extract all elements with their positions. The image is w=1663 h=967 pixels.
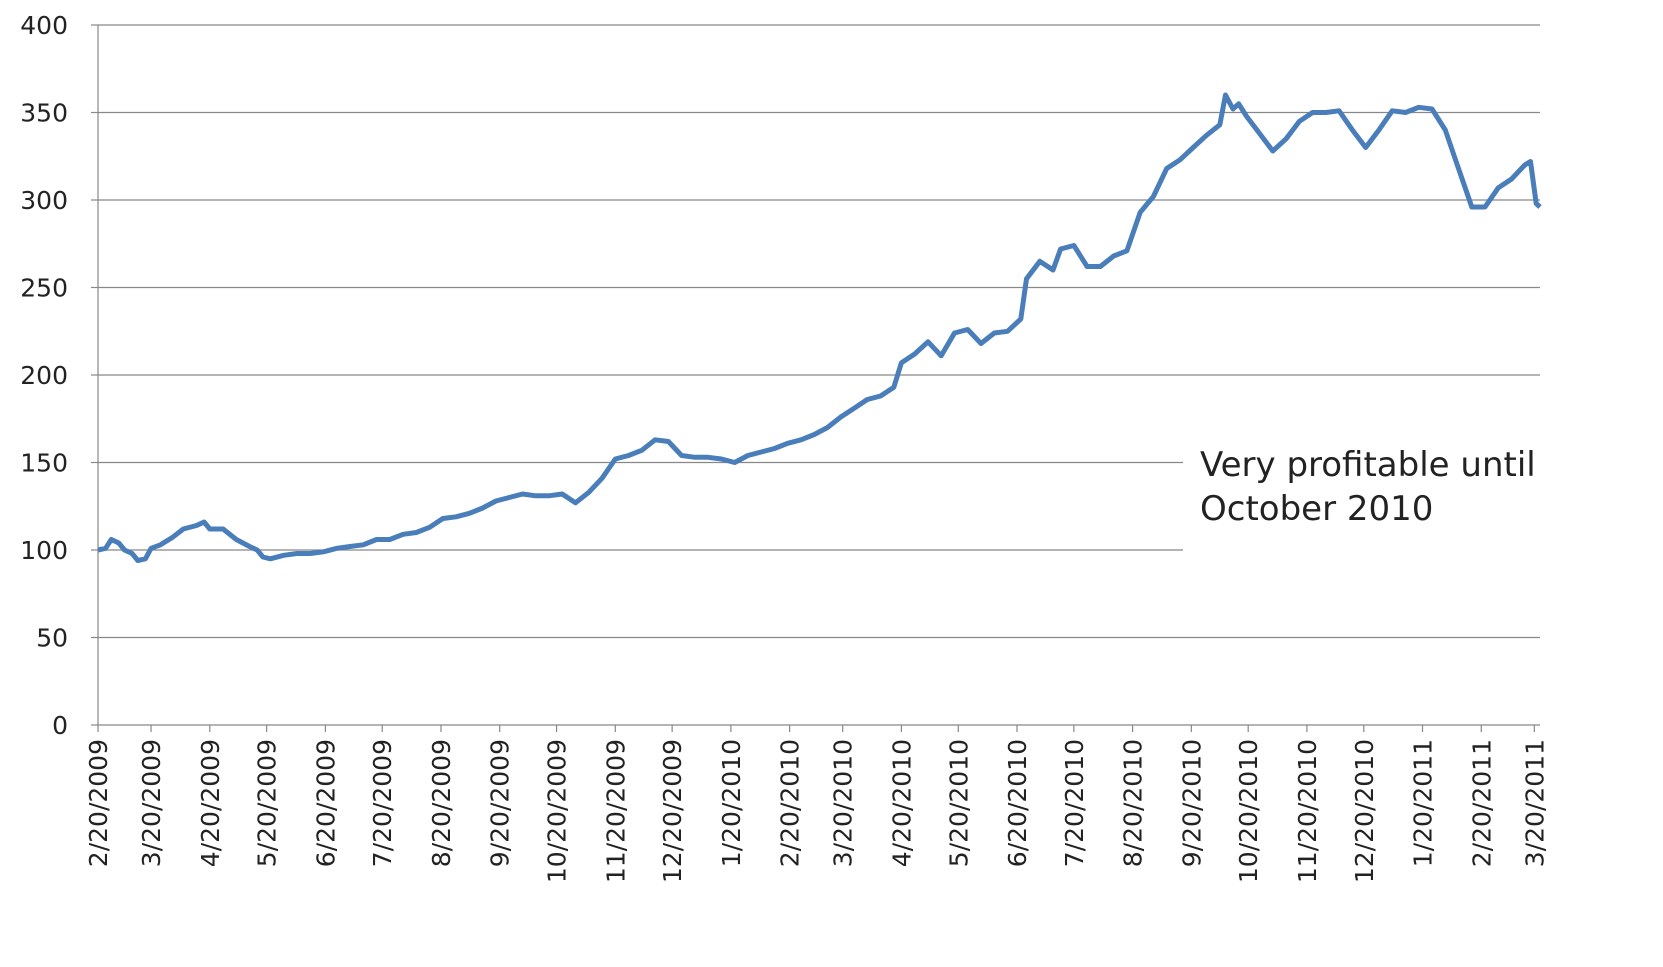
annotation-box [1183,436,1603,552]
y-tick-label: 400 [20,11,68,40]
x-tick-label: 1/20/2010 [717,739,746,867]
annotation: October 2010 [1200,489,1433,529]
x-tick-label: 5/20/2010 [944,739,973,867]
x-tick-label: 12/20/2009 [658,739,687,883]
x-tick-label: 6/20/2010 [1003,739,1032,867]
y-tick-label: 0 [52,711,68,740]
x-tick-label: 3/20/2009 [137,739,166,867]
x-tick-label: 3/20/2011 [1520,739,1549,867]
x-tick-label: 7/20/2010 [1060,739,1089,867]
x-tick-label: 6/20/2009 [311,739,340,867]
x-tick-label: 2/20/2011 [1467,739,1496,867]
y-tick-label: 50 [36,624,68,653]
x-tick-label: 8/20/2010 [1119,739,1148,867]
x-tick-label: 8/20/2009 [427,739,456,867]
x-tick-label: 12/20/2010 [1350,739,1379,883]
x-tick-label: 10/20/2009 [543,739,572,883]
y-tick-label: 100 [20,536,68,565]
x-tick-label: 4/20/2010 [887,739,916,867]
x-tick-label: 7/20/2009 [368,739,397,867]
x-tick-label: 9/20/2010 [1177,739,1206,867]
y-tick-label: 200 [20,361,68,390]
x-tick-label: 2/20/2010 [776,739,805,867]
x-tick-label: 4/20/2009 [196,739,225,867]
y-tick-label: 350 [20,99,68,128]
x-tick-label: 2/20/2009 [84,739,113,867]
y-tick-label: 300 [20,186,68,215]
x-tick-label: 5/20/2009 [253,739,282,867]
x-tick-label: 9/20/2009 [486,739,515,867]
x-tick-label: 10/20/2010 [1234,739,1263,883]
x-tick-label: 3/20/2010 [829,739,858,867]
x-tick-label: 1/20/2011 [1409,739,1438,867]
x-tick-label: 11/20/2010 [1293,739,1322,883]
data-line [97,92,1542,563]
x-tick-label: 11/20/2009 [601,739,630,883]
y-tick-label: 250 [20,274,68,303]
annotation: Very profitable until [1200,445,1536,485]
y-tick-label: 150 [20,449,68,478]
